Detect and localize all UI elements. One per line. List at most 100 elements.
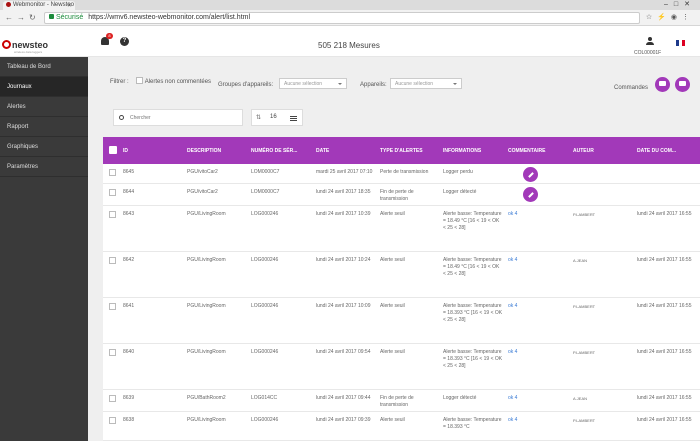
row-checkbox[interactable]	[109, 189, 116, 196]
cell-serial: LOG000246	[251, 303, 279, 309]
col-description[interactable]: DESCRIPTION	[187, 148, 222, 154]
table-row[interactable]: 8638 PGU/LivingRoom LOG000246 lundi 24 avri…	[103, 412, 700, 441]
search-input[interactable]	[130, 113, 238, 123]
cell-comment-date: lundi 24 avril 2017 16:55	[637, 257, 692, 263]
table-row[interactable]: 8640 PGU/LivingRoom LOG000246 lundi 24 avri…	[103, 344, 700, 390]
devices-select[interactable]: Aucune sélection	[390, 78, 462, 89]
table-row[interactable]: 8641 PGU/LivingRoom LOG000246 lundi 24 avri…	[103, 298, 700, 344]
url-field[interactable]: Sécurisé https://wmv6.newsteo-webmonitor…	[44, 12, 640, 24]
search-box[interactable]	[113, 109, 243, 126]
devices-label: Appareils:	[360, 82, 387, 88]
col-author[interactable]: AUTEUR	[573, 148, 594, 154]
col-comment[interactable]: COMMENTAIRE	[508, 148, 546, 154]
col-information[interactable]: INFORMATIONS	[443, 148, 482, 154]
cell-description: PGU/LivingRoom	[187, 257, 226, 263]
row-checkbox[interactable]	[109, 211, 116, 218]
close-tab-icon[interactable]: ✕	[66, 3, 72, 9]
cell-author: A.JEAN	[573, 258, 588, 263]
cell-information: Logger détecté	[443, 189, 477, 195]
uncommented-label: Alertes non commentées	[144, 79, 212, 85]
cell-date: lundi 24 avril 2017 10:39	[316, 211, 371, 217]
cell-comment-date: lundi 24 avril 2017 16:55	[637, 395, 692, 401]
table-row[interactable]: 8644 PGU/vitoCar2 LOM0000C7 lundi 24 avril …	[103, 184, 700, 206]
cell-date: lundi 24 avril 2017 09:39	[316, 417, 371, 423]
user-icon[interactable]	[646, 37, 654, 45]
col-id[interactable]: ID	[123, 148, 128, 154]
cell-date: lundi 24 avril 2017 09:54	[316, 349, 371, 355]
window-controls[interactable]: –□✕	[664, 1, 696, 8]
table-row[interactable]: 8639 PGU/BathRoom2 LOG014CC lundi 24 avril …	[103, 390, 700, 412]
cell-id: 8640	[123, 349, 135, 355]
back-icon[interactable]: ←	[5, 13, 13, 22]
reload-icon[interactable]: ↻	[29, 13, 36, 22]
url-text: https://wmv6.newsteo-webmonitor.com/aler…	[88, 14, 251, 21]
cell-id: 8645	[123, 169, 135, 175]
cell-information: Logger perdu	[443, 169, 473, 175]
extension-icons[interactable]: ☆⚡◉⋮	[645, 14, 694, 21]
select-all-checkbox[interactable]	[109, 146, 117, 154]
messages-command-button[interactable]	[675, 77, 690, 92]
cell-author: P.LAMBERT	[573, 212, 596, 217]
row-checkbox[interactable]	[109, 395, 116, 402]
groups-label: Groupes d'appareils:	[218, 82, 274, 88]
browser-tab[interactable]: Webmonitor - Newsteo ✕	[3, 1, 75, 10]
tab-title: Webmonitor - Newsteo	[13, 2, 74, 8]
cell-author: P.LAMBERT	[573, 350, 596, 355]
logo[interactable]: newsteo wireless data loggers	[2, 40, 48, 54]
cell-comment[interactable]: ok 4	[508, 395, 518, 401]
cell-id: 8643	[123, 211, 135, 217]
row-checkbox[interactable]	[109, 257, 116, 264]
notification-badge: 8	[106, 33, 113, 39]
cell-information: Alerte basse: Temperature = 18.393 °C	[443, 417, 502, 430]
sidebar-item-dashboard[interactable]: Tableau de Bord	[0, 57, 88, 77]
cell-comment[interactable]: ok 4	[508, 211, 518, 217]
cell-serial: LOM0000C7	[251, 189, 280, 195]
add-comment-button[interactable]	[523, 167, 538, 182]
table-header: ID DESCRIPTION NUMÉRO DE SÉR... DATE TYP…	[103, 137, 700, 164]
table-row[interactable]: 8643 PGU/LivingRoom LOG000246 lundi 24 avri…	[103, 206, 700, 252]
row-checkbox[interactable]	[109, 349, 116, 356]
bell-icon[interactable]	[101, 37, 109, 45]
cell-comment-date: lundi 24 avril 2017 16:55	[637, 349, 692, 355]
cell-description: PGU/LivingRoom	[187, 417, 226, 423]
cell-comment[interactable]: ok 4	[508, 349, 518, 355]
row-checkbox[interactable]	[109, 303, 116, 310]
col-comment-date[interactable]: DATE DU COM...	[637, 148, 677, 154]
row-checkbox[interactable]	[109, 417, 116, 424]
filter-label: Filtrer :	[110, 79, 129, 85]
filter-bar: Filtrer : Alertes non commentées	[110, 77, 211, 85]
groups-select[interactable]: Aucune sélection	[279, 78, 347, 89]
french-flag-icon[interactable]	[676, 40, 685, 46]
col-serial[interactable]: NUMÉRO DE SÉR...	[251, 148, 298, 154]
sidebar-item-rapport[interactable]: Rapport	[0, 117, 88, 137]
sidebar-item-graphiques[interactable]: Graphiques	[0, 137, 88, 157]
cell-description: PGU/vitoCar2	[187, 189, 218, 195]
alerts-table: ID DESCRIPTION NUMÉRO DE SÉR... DATE TYP…	[103, 137, 700, 441]
cell-comment[interactable]: ok 4	[508, 303, 518, 309]
sort-arrows-icon[interactable]: ⇅	[256, 115, 262, 121]
row-checkbox[interactable]	[109, 169, 116, 176]
sidebar-item-parametres[interactable]: Paramètres	[0, 157, 88, 177]
app-header: newsteo wireless data loggers	[0, 27, 700, 57]
secure-label: Sécurisé	[56, 14, 84, 21]
cell-information: Alerte basse: Temperature = 18.393 °C [1…	[443, 349, 503, 369]
table-row[interactable]: 8642 PGU/LivingRoom LOG000246 lundi 24 avri…	[103, 252, 700, 298]
col-alert-type[interactable]: TYPE D'ALERTES	[380, 148, 423, 154]
list-view-icon[interactable]	[290, 116, 297, 121]
col-date[interactable]: DATE	[316, 148, 330, 154]
uncommented-checkbox[interactable]	[136, 77, 144, 84]
add-comment-button[interactable]	[523, 187, 538, 202]
sidebar-item-alertes[interactable]: Alertes	[0, 97, 88, 117]
sidebar: Tableau de Bord Journaux Alertes Rapport…	[0, 57, 88, 441]
cell-comment[interactable]: ok 4	[508, 257, 518, 263]
sidebar-item-journaux[interactable]: Journaux	[0, 77, 88, 97]
chat-command-button[interactable]	[655, 77, 670, 92]
cell-comment[interactable]: ok 4	[508, 417, 518, 423]
cell-id: 8638	[123, 417, 135, 423]
table-row[interactable]: 8645 PGU/vitoCar2 LOM0000C7 mardi 25 avril …	[103, 164, 700, 184]
cell-alert-type: Alerte seuil	[380, 303, 405, 309]
cell-information: Alerte basse: Temperature = 18.49 °C [16…	[443, 257, 502, 277]
forward-icon[interactable]: →	[17, 13, 25, 22]
page-size-control[interactable]: ⇅ 16	[251, 109, 303, 126]
help-icon[interactable]: ?	[120, 37, 129, 46]
